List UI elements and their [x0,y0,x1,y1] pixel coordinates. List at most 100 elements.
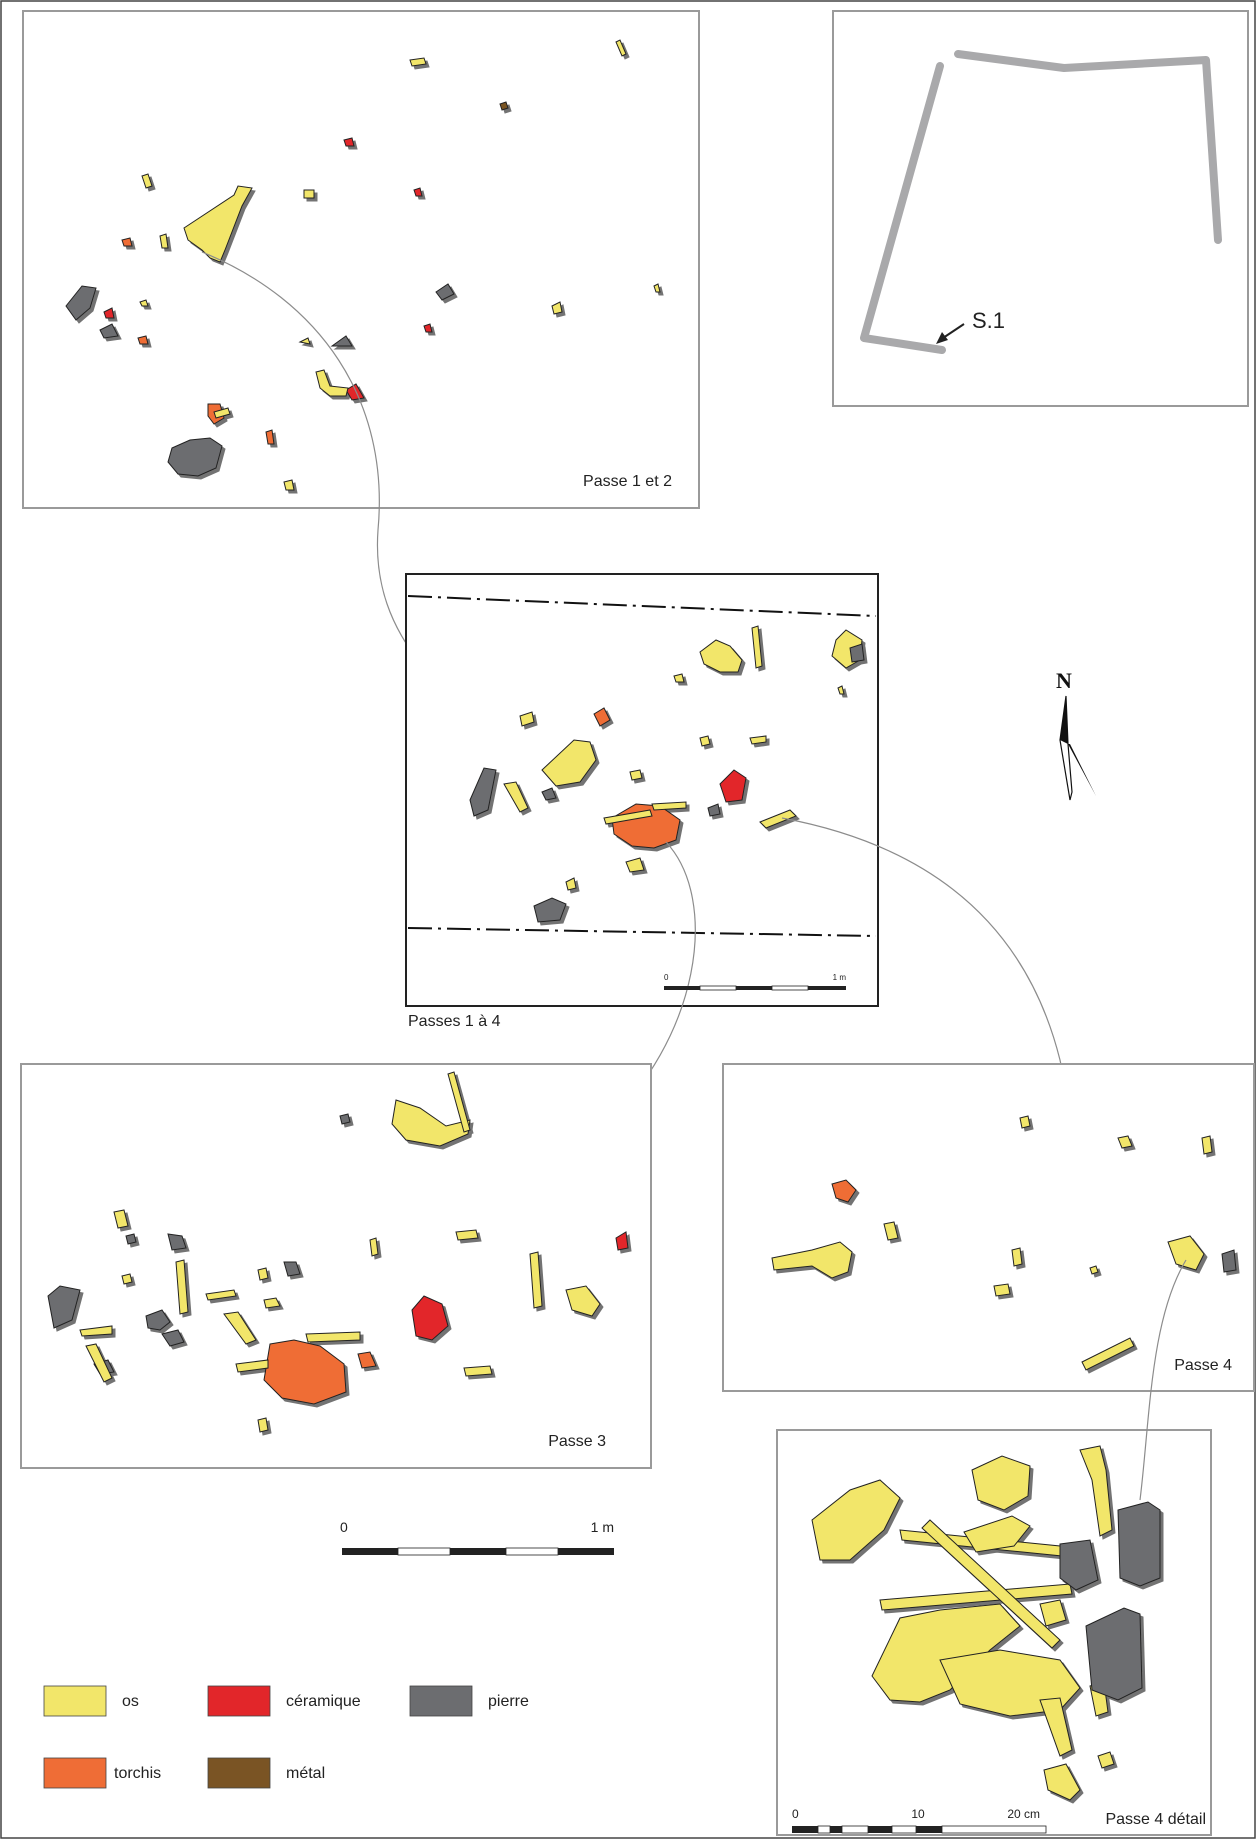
legend-swatch [43,1757,107,1789]
scale-segment [792,1826,818,1833]
daub-fragment [263,1339,347,1405]
legend-item-pierre: pierre [409,1685,529,1717]
bone-fragment [139,299,149,307]
bone-fragment [699,639,743,673]
scale-end-label: 20 cm [1007,1807,1040,1821]
bone-fragment [141,173,153,189]
scale-segment [699,985,737,991]
scale-segment [841,1825,869,1834]
bone-fragment [699,735,711,747]
bone-fragment [257,1417,269,1433]
daub-fragment [121,237,133,247]
panel-passe-4: Passe 4 [722,1063,1255,1392]
ceramic-fragment [343,137,355,147]
bone-fragment [963,1515,1031,1553]
legend-item-metal: métal [207,1757,325,1789]
scale-start-label: 0 [664,973,669,982]
stone-fragment [65,285,97,321]
bone-fragment [121,1273,133,1285]
trench-limit-line [407,927,877,937]
panel-passe-4-detail: 0 10 20 cm Passe 4 détail [776,1259,1212,1836]
panel-frame [22,10,700,509]
stone-fragment [125,1233,137,1245]
trench-limit-line [407,595,877,617]
bone-fragment [1167,1235,1205,1271]
arrow-head-icon [936,332,948,344]
bone-fragment [1081,1337,1135,1371]
stone-fragment [167,1233,187,1251]
bone-fragment [673,673,685,683]
scale-segment [830,1826,842,1833]
bone-fragment [205,1289,237,1301]
connector-line [1139,1259,1187,1501]
stone-fragment [541,787,557,801]
ceramic-fragment [411,1295,449,1341]
structure-outline [954,50,1222,244]
inset-structure-map: S.1 [832,10,1249,407]
legend-label: céramique [286,1693,361,1710]
stone-fragment [707,803,721,817]
stone-fragment [1221,1249,1237,1273]
stone-fragment [145,1309,171,1331]
scale-segment [771,985,809,991]
scale-segment [397,1547,451,1556]
bone-fragment [603,809,653,825]
panel-label: Passes 1 à 4 [408,1013,501,1030]
bone-fragment [1089,1265,1099,1275]
bone-fragment [651,801,687,811]
scale-segment [505,1547,559,1556]
bone-fragment [303,189,315,199]
bone-fragment [175,1259,189,1315]
bone-fragment [1097,1751,1115,1769]
bone-fragment [315,369,349,397]
bone-fragment [993,1283,1011,1297]
legend-label: pierre [488,1693,529,1710]
bone-fragment [1039,1599,1067,1627]
bone-fragment [235,1359,269,1373]
scale-segment [664,986,700,990]
ceramic-fragment [103,307,115,319]
legend-item-os: os [43,1685,139,1717]
bone-fragment [759,809,797,829]
bone-fragment [921,1519,1061,1649]
bone-fragment [1039,1697,1073,1757]
bone-fragment [223,1311,257,1345]
panel-label: Passe 4 détail [1105,1811,1206,1828]
bone-fragment [749,735,767,745]
legend-label: métal [286,1765,325,1782]
scale-segment [868,1826,892,1833]
scale-start-label: 0 [340,1519,348,1535]
scale-bar-detail: 0 10 20 cm [792,1807,1047,1834]
ceramic-fragment [615,1231,629,1251]
bone-fragment [879,1583,1073,1611]
stone-fragment [339,1113,351,1125]
scale-segment [558,1548,614,1555]
bone-fragment [455,1229,479,1241]
scale-bar-main: 0 1 m [340,1519,614,1556]
bone-fragment [529,1251,543,1309]
bone-fragment [751,625,763,669]
legend-label: torchis [114,1765,161,1782]
panel-passes-1-4: 0 1 m Passes 1 à 4 [351,573,1121,1371]
bone-fragment [159,233,169,249]
daub-fragment [265,429,275,445]
stone-fragment [533,897,567,923]
panel-label: Passe 3 [548,1433,606,1450]
panel-label: Passe 1 et 2 [583,473,672,490]
scale-segment [916,1826,942,1833]
stone-fragment [435,283,455,301]
scale-segment [891,1825,917,1834]
bone-fragment [871,1603,1021,1703]
scale-bar-central: 0 1 m [664,973,846,991]
bone-fragment [113,1209,129,1229]
daub-fragment [593,707,611,727]
scale-segment [817,1825,831,1834]
daub-fragment [831,1179,857,1203]
panel-frame [722,1063,1255,1392]
bone-fragment [625,857,645,873]
legend-item-ceramique: céramique [207,1685,361,1717]
bone-fragment [463,1365,493,1377]
stone-fragment [1085,1607,1143,1701]
bone-fragment [298,337,311,345]
